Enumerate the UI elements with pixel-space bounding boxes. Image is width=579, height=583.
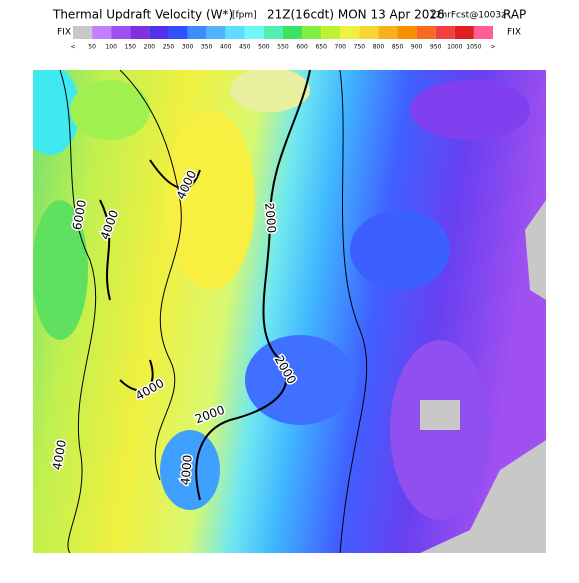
colorbar-label: 700 — [335, 44, 347, 51]
gulf — [420, 440, 546, 553]
field-patch — [245, 335, 355, 425]
colorbar-label: 350 — [201, 44, 213, 51]
colorbar-label: > — [490, 44, 495, 51]
colorbar-label: 900 — [411, 44, 423, 51]
colorbar-cell — [283, 26, 303, 39]
colorbar-label: 50 — [88, 44, 96, 51]
colorbar-label: 400 — [220, 44, 232, 51]
colorbar-cell — [263, 26, 283, 39]
colorbar-cell — [302, 26, 322, 39]
field-patch — [70, 80, 150, 140]
colorbar-label: 200 — [144, 44, 156, 51]
colorbar-label: 950 — [430, 44, 442, 51]
contour — [339, 70, 368, 553]
colorbar: <50 100 150 200 250 300 350 400 450 500 550 600 650 7… — [70, 26, 496, 51]
colorbar-cell — [340, 26, 360, 39]
contour-label: 4000 — [50, 439, 69, 472]
field-patch — [420, 400, 460, 430]
colorbar-cell — [435, 26, 455, 39]
colorbar-label: 550 — [277, 44, 289, 51]
colorbar-label: 500 — [258, 44, 270, 51]
colorbar-cell — [359, 26, 379, 39]
contours — [59, 70, 368, 553]
contour-label: 4000 — [178, 454, 195, 486]
colorbar-cell — [130, 26, 150, 39]
colorbar-cell — [416, 26, 436, 39]
colorbar-cell — [454, 26, 474, 39]
field-patch — [160, 430, 220, 510]
colorbar-label: 800 — [373, 44, 385, 51]
contour-label: 6000 — [70, 199, 89, 232]
field-patch — [33, 200, 88, 340]
colorbar-cell — [397, 26, 417, 39]
title: Thermal Updraft Velocity (W*) — [52, 8, 233, 22]
contour — [99, 159, 201, 392]
field-patch — [410, 80, 530, 140]
colorbar-cell — [92, 26, 112, 39]
legend-left-label: FIX — [57, 28, 71, 38]
colorbar-label: 150 — [125, 44, 137, 51]
field-patch — [525, 200, 546, 300]
colorbar-label: 750 — [354, 44, 366, 51]
legend-right-label: FIX — [507, 28, 521, 38]
colorbar-cell — [206, 26, 226, 39]
colorbar-label: < — [70, 44, 75, 51]
colorbar-label: 250 — [163, 44, 175, 51]
field-patch — [230, 70, 310, 112]
valid-time: 21Z(16cdt) MON 13 Apr 2026 — [267, 8, 445, 22]
colorbar-cell — [225, 26, 245, 39]
colorbar-cell — [73, 26, 93, 39]
colorbar-cell — [473, 26, 493, 39]
colorbar-cell — [111, 26, 131, 39]
colorbar-cell — [168, 26, 188, 39]
colorbar-label: 850 — [392, 44, 404, 51]
colorbar-label: 1050 — [466, 44, 481, 51]
contour-label: 2000 — [262, 202, 279, 234]
colorbar-label: 1000 — [447, 44, 462, 51]
model: RAP — [503, 8, 526, 22]
colorbar-label: 600 — [296, 44, 308, 51]
colorbar-cell — [321, 26, 341, 39]
colorbar-cell — [244, 26, 264, 39]
field-patch — [350, 210, 450, 290]
colorbar-label: 300 — [182, 44, 194, 51]
colorbar-cell — [378, 26, 398, 39]
units: [fpm] — [232, 11, 257, 21]
colorbar-cell — [187, 26, 207, 39]
field-patch — [165, 110, 255, 290]
forecast: 12hrFcst@1003z — [430, 11, 506, 21]
colorbar-label: 450 — [239, 44, 251, 51]
contour — [195, 70, 311, 501]
colorbar-cell — [149, 26, 169, 39]
contour — [119, 70, 182, 481]
field-patch — [33, 70, 80, 155]
contour — [59, 70, 97, 553]
colorbar-label: 650 — [315, 44, 327, 51]
colorbar-label: 100 — [105, 44, 117, 51]
